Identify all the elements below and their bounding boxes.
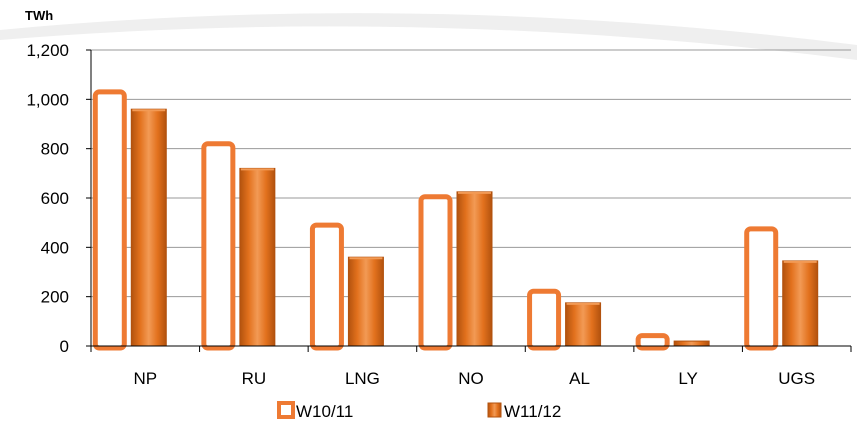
- bar-W11/12: [674, 341, 709, 346]
- y-tick-label: 800: [41, 140, 69, 159]
- x-tick-label: UGS: [778, 369, 815, 388]
- y-tick-label: 1,000: [26, 90, 69, 109]
- bar-W11/12: [566, 303, 601, 346]
- y-tick-label: 400: [41, 238, 69, 257]
- bar-W11/12: [457, 192, 492, 346]
- x-tick-label: NO: [458, 369, 484, 388]
- background-swoosh: [0, 13, 857, 60]
- x-tick-labels: NP RU LNG NO AL LY UGS: [133, 369, 815, 388]
- y-tick-label: 600: [41, 189, 69, 208]
- y-tick-label: 1,200: [26, 41, 69, 60]
- legend: W10/11 W11/12: [279, 402, 561, 421]
- bar-W11/12: [348, 257, 383, 346]
- x-tick-label: AL: [569, 369, 590, 388]
- x-tick-label: LNG: [345, 369, 380, 388]
- x-tick-label: NP: [133, 369, 157, 388]
- bar-W11/12: [131, 109, 166, 346]
- y-tick-label: 200: [41, 288, 69, 307]
- legend-label: W11/12: [504, 402, 561, 421]
- y-axis-label: TWh: [25, 8, 53, 23]
- bar-W10/11: [747, 229, 776, 348]
- bar-W11/12: [783, 261, 818, 346]
- legend-swatch-outline: [279, 403, 293, 417]
- bar-W10/11: [204, 144, 233, 348]
- x-tick-label: LY: [678, 369, 698, 388]
- bar-W10/11: [421, 197, 450, 348]
- legend-label: W10/11: [296, 402, 353, 421]
- y-tick-labels: 0 200 400 600 800 1,000 1,200: [26, 41, 69, 356]
- legend-swatch-filled: [488, 403, 501, 417]
- bar-W10/11: [95, 92, 124, 348]
- bar-W11/12: [240, 168, 275, 346]
- x-tick-label: RU: [242, 369, 267, 388]
- bar-W10/11: [530, 291, 559, 348]
- bars: [95, 92, 817, 348]
- bar-W10/11: [312, 225, 341, 348]
- y-tick-label: 0: [60, 337, 69, 356]
